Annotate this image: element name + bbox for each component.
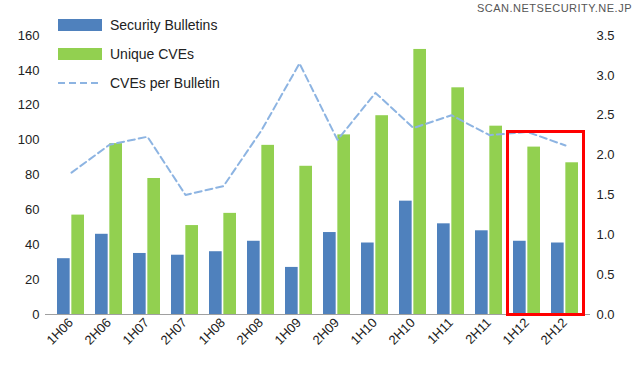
svg-text:1.5: 1.5 [597, 187, 615, 202]
svg-text:1H11: 1H11 [424, 315, 456, 347]
svg-text:1H10: 1H10 [347, 315, 380, 348]
svg-text:2H07: 2H07 [157, 315, 190, 348]
svg-text:3.0: 3.0 [597, 68, 615, 83]
svg-text:3.5: 3.5 [597, 28, 615, 43]
svg-text:140: 140 [18, 63, 40, 78]
svg-text:2H08: 2H08 [233, 315, 266, 348]
html-text:CVEs per Bulletin: CVEs per Bulletin [110, 74, 220, 91]
svg-text:0.0: 0.0 [597, 307, 615, 322]
svg-text:0.5: 0.5 [597, 267, 615, 282]
svg-text:100: 100 [18, 132, 40, 147]
svg-text:2.0: 2.0 [597, 147, 615, 162]
svg-text:2H10: 2H10 [385, 315, 418, 348]
svg-text:40: 40 [25, 237, 39, 252]
svg-text:1.0: 1.0 [597, 227, 615, 242]
svg-text:2H09: 2H09 [309, 315, 342, 348]
svg-text:160: 160 [18, 28, 40, 43]
svg-text:2H06: 2H06 [81, 315, 114, 348]
svg-text:1H07: 1H07 [119, 315, 152, 348]
svg-text:1H09: 1H09 [271, 315, 304, 348]
svg-text:60: 60 [25, 202, 39, 217]
html-text:SCAN.NETSECURITY.NE.JP: SCAN.NETSECURITY.NE.JP [476, 2, 632, 14]
svg-text:2H12: 2H12 [537, 315, 570, 348]
svg-text:2.5: 2.5 [597, 107, 615, 122]
svg-text:80: 80 [25, 167, 39, 182]
svg-text:1H12: 1H12 [499, 315, 532, 348]
svg-text:20: 20 [25, 272, 39, 287]
svg-text:2H11: 2H11 [462, 315, 494, 347]
svg-text:120: 120 [18, 97, 40, 112]
svg-text:0: 0 [32, 307, 39, 322]
html-text:Unique CVEs: Unique CVEs [110, 45, 194, 62]
svg-text:1H06: 1H06 [43, 315, 76, 348]
svg-text:1H08: 1H08 [195, 315, 228, 348]
html-text:Security Bulletins: Security Bulletins [110, 16, 218, 33]
